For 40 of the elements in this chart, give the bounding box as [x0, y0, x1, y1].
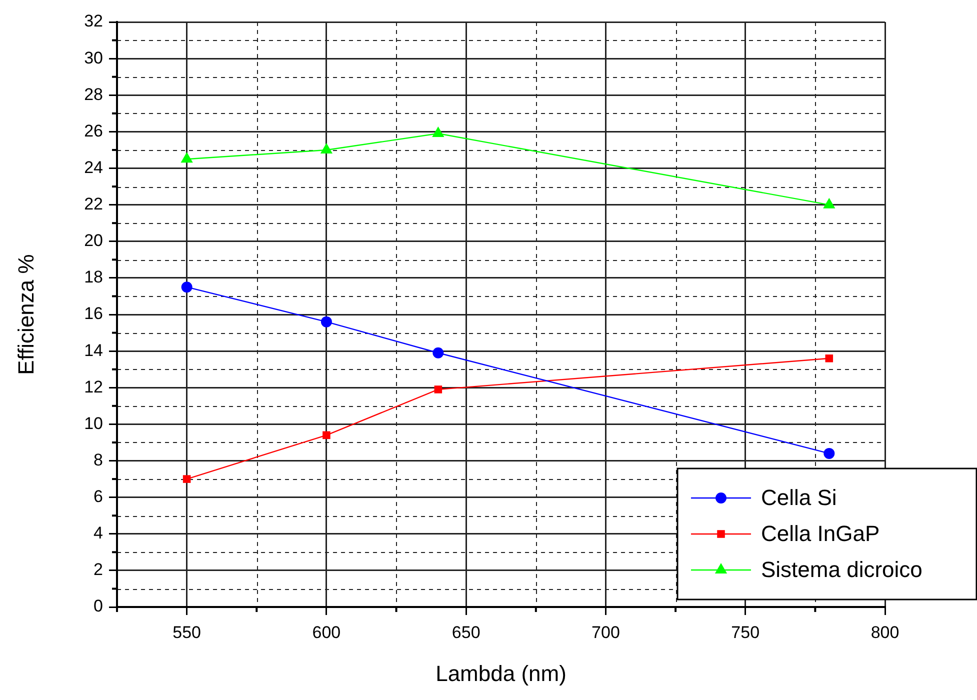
x-tick-label: 800	[870, 622, 900, 642]
y-tick-label: 10	[84, 414, 103, 433]
y-tick-label: 24	[84, 158, 103, 177]
x-tick-label: 600	[312, 622, 341, 642]
y-tick-label: 32	[84, 12, 103, 31]
y-tick-label: 0	[94, 596, 103, 616]
x-tick-label: 650	[452, 622, 480, 642]
point	[823, 198, 836, 208]
legend-label: Cella Si	[761, 485, 837, 510]
y-tick-label: 14	[84, 340, 103, 360]
legend-label: Cella InGaP	[761, 521, 880, 546]
y-tick-label: 16	[84, 304, 103, 324]
y-tick-label: 4	[94, 524, 103, 543]
y-tick-label: 18	[84, 268, 103, 287]
y-tick-label: 26	[84, 121, 103, 140]
point	[825, 354, 834, 362]
x-axis-title: Lambda (nm)	[436, 660, 566, 686]
point	[181, 282, 192, 293]
point	[434, 386, 442, 394]
legend-label: Sistema dicroico	[761, 557, 922, 582]
y-axis-title: Efficienza %	[13, 254, 38, 375]
point	[320, 142, 333, 154]
point	[182, 475, 191, 483]
point	[180, 152, 193, 163]
point	[432, 126, 444, 138]
x-tick-label: 550	[172, 622, 202, 642]
y-tick-label: 8	[94, 450, 103, 470]
y-tick-label: 2	[94, 560, 103, 580]
x-tick-label: 700	[592, 622, 620, 642]
point	[432, 347, 444, 358]
point	[320, 316, 332, 328]
y-tick-label: 12	[84, 377, 103, 396]
y-tick-label: 22	[84, 194, 103, 214]
y-tick-label: 6	[94, 487, 103, 506]
y-tick-label: 30	[84, 48, 103, 68]
point	[322, 431, 330, 440]
point	[824, 448, 835, 459]
y-tick-label: 20	[84, 231, 103, 250]
y-tick-label: 28	[84, 84, 103, 104]
x-tick-label: 750	[731, 622, 760, 642]
